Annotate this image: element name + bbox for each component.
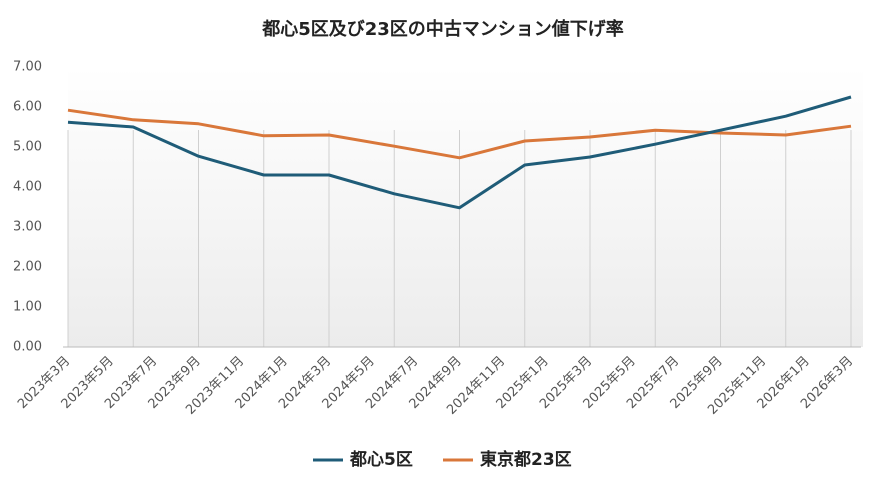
y-tick-label: 5.00 bbox=[13, 140, 42, 155]
y-tick-label: 1.00 bbox=[13, 300, 42, 315]
chart-title: 都心5区及び23区の中古マンション値下げ率 bbox=[261, 18, 624, 40]
y-tick-label: 4.00 bbox=[13, 180, 42, 195]
y-tick-label: 2.00 bbox=[13, 260, 42, 275]
line-series bbox=[67, 108, 852, 160]
y-tick-label: 7.00 bbox=[13, 60, 42, 75]
legend-label: 東京都23区 bbox=[480, 449, 572, 470]
y-tick-label: 6.00 bbox=[13, 100, 42, 115]
plot-area bbox=[68, 67, 863, 347]
legend-label: 都心5区 bbox=[349, 449, 413, 470]
y-tick-label: 0.00 bbox=[13, 340, 42, 355]
y-tick-label: 3.00 bbox=[13, 220, 42, 235]
line-series bbox=[67, 95, 852, 210]
